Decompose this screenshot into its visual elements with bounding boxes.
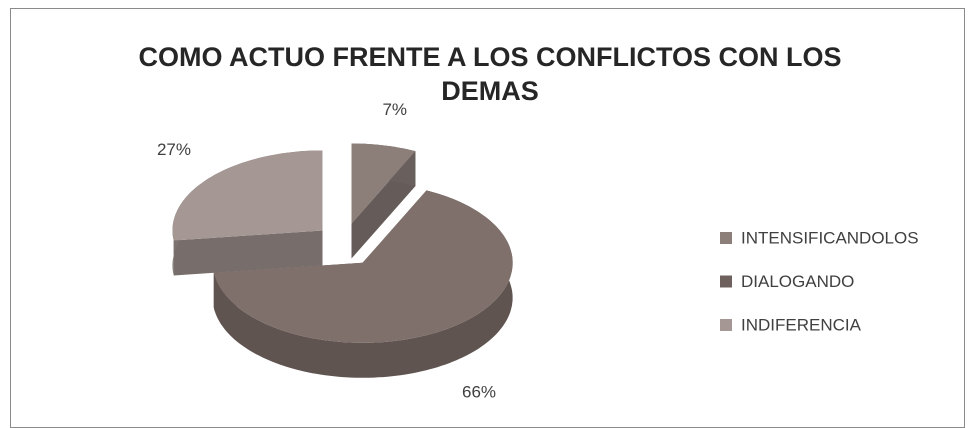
data-label: 7% <box>382 100 407 119</box>
slice-side <box>173 230 323 276</box>
data-label: 66% <box>462 383 496 402</box>
legend-swatch <box>720 319 732 331</box>
legend-label: DIALOGANDO <box>741 272 854 291</box>
legend-label: INDIFERENCIA <box>741 315 862 334</box>
chart-title: COMO ACTUO FRENTE A LOS CONFLICTOS CON L… <box>138 42 842 106</box>
slice <box>213 190 513 343</box>
legend-swatch <box>720 232 732 244</box>
chart-area: 7% 66% 27% INTENSIFICANDOLOS DIALOGANDO INDIF… <box>157 100 919 402</box>
legend-swatch <box>720 275 732 288</box>
chart: COMO ACTUO FRENTE A LOS CONFLICTOS CON L… <box>10 8 965 428</box>
legend-label: INTENSIFICANDOLOS <box>741 228 919 247</box>
slice <box>351 143 416 224</box>
slice <box>172 150 323 241</box>
data-label: 27% <box>157 140 191 159</box>
